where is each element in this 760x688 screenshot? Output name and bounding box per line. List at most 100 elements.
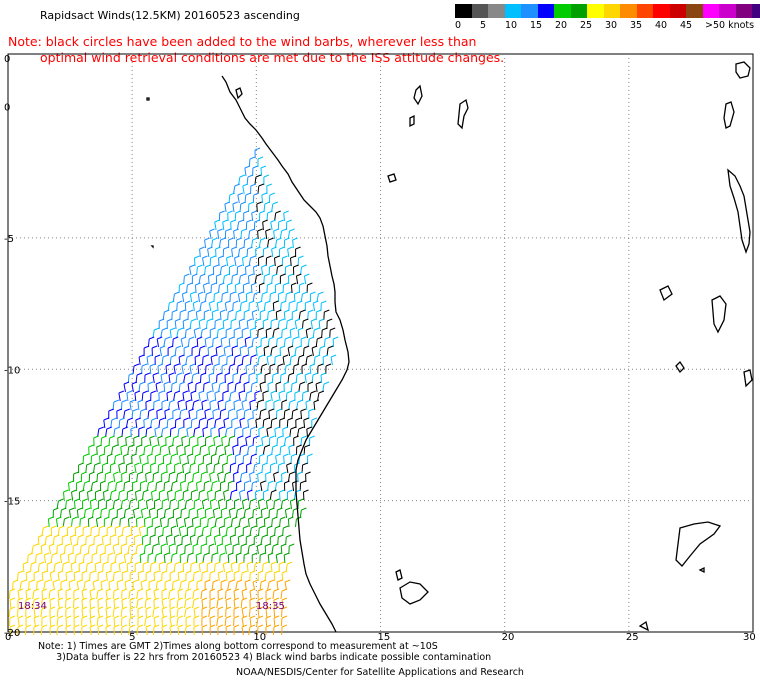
lake-kariba xyxy=(675,521,722,567)
wind-barb xyxy=(210,480,218,492)
wind-barb xyxy=(9,597,16,609)
wind-barb xyxy=(151,345,158,357)
wind-barb xyxy=(275,309,282,321)
wind-barb xyxy=(284,264,291,276)
wind-barb xyxy=(211,579,219,591)
wind-barb xyxy=(269,291,276,303)
wind-barb xyxy=(141,390,149,402)
x-tick-label: 20 xyxy=(502,632,515,643)
wind-barb xyxy=(155,381,162,393)
wind-barb xyxy=(221,435,227,447)
wind-barb xyxy=(222,561,229,573)
wind-barb xyxy=(326,345,334,357)
wind-barb xyxy=(217,399,224,411)
wind-barb xyxy=(130,552,138,564)
wind-barb xyxy=(272,588,280,600)
wind-barb xyxy=(225,525,233,537)
wind-barb xyxy=(317,390,325,402)
wind-barb xyxy=(256,615,264,627)
wind-barb xyxy=(289,498,296,510)
wind-barb xyxy=(159,516,166,528)
wind-barb xyxy=(81,498,88,510)
wind-barb xyxy=(102,561,109,573)
legend-swatch xyxy=(504,4,521,18)
wind-barb xyxy=(258,237,266,249)
wind-barb xyxy=(199,372,207,384)
wind-barb xyxy=(186,552,194,564)
wind-barb xyxy=(309,363,316,375)
wind-barb xyxy=(270,561,277,573)
wind-barb xyxy=(169,624,176,636)
wind-barb xyxy=(33,624,40,636)
wind-barb xyxy=(73,606,80,618)
wind-barb xyxy=(196,507,203,519)
wind-barb xyxy=(192,597,200,609)
wind-barb xyxy=(258,282,265,294)
wind-barb xyxy=(224,444,230,456)
wind-barb xyxy=(245,219,252,231)
wind-barb xyxy=(155,579,163,591)
wind-barb xyxy=(297,471,303,483)
wind-barb xyxy=(176,444,182,456)
wind-barb xyxy=(184,588,192,600)
wind-barb xyxy=(239,201,246,213)
africa-coast xyxy=(221,75,350,633)
wind-barb xyxy=(170,525,177,537)
wind-barb xyxy=(187,453,193,465)
wind-barb xyxy=(161,615,168,627)
wind-barb xyxy=(323,309,330,321)
wind-barb xyxy=(81,588,88,600)
wind-barb xyxy=(154,453,161,465)
wind-barb xyxy=(203,309,210,320)
wind-barb xyxy=(231,246,237,258)
wind-barb xyxy=(171,579,179,591)
wind-barb xyxy=(235,579,243,591)
wind-barb xyxy=(240,228,247,240)
wind-barb xyxy=(213,561,221,573)
wind-barb xyxy=(226,453,233,465)
wind-barb xyxy=(138,525,145,537)
wind-barb xyxy=(283,336,291,348)
wind-barb xyxy=(56,624,64,636)
wind-barb xyxy=(37,561,45,573)
wind-barb xyxy=(181,435,187,447)
wind-barb xyxy=(165,435,171,447)
wind-barb xyxy=(263,201,270,213)
wind-barb xyxy=(294,318,301,330)
wind-barb xyxy=(287,273,294,285)
wind-barb xyxy=(266,282,273,294)
wind-barb xyxy=(216,615,224,627)
wind-barb xyxy=(247,516,254,528)
wind-barb xyxy=(74,525,81,537)
wind-barb xyxy=(224,543,231,555)
wind-barb xyxy=(173,390,181,402)
wind-barb xyxy=(248,156,256,168)
wind-barb xyxy=(265,327,272,339)
wind-barb xyxy=(139,552,146,564)
wind-barb xyxy=(269,489,277,501)
wind-barb xyxy=(189,534,196,546)
wind-barb xyxy=(259,453,265,464)
wind-barb xyxy=(28,579,35,591)
wind-barb xyxy=(242,255,248,267)
wind-barb xyxy=(239,471,247,483)
wind-barb xyxy=(145,426,152,438)
wind-barb xyxy=(261,192,267,204)
wind-barb xyxy=(243,408,250,420)
wind-barb xyxy=(145,624,152,636)
wind-barb xyxy=(269,363,276,374)
wind-barb xyxy=(181,291,188,303)
wind-barb xyxy=(100,579,107,591)
wind-barb xyxy=(139,408,146,420)
wind-barb xyxy=(118,417,125,429)
wind-barb xyxy=(181,534,188,546)
wind-barb xyxy=(263,174,270,185)
wind-barb xyxy=(214,390,221,402)
wind-barb xyxy=(30,561,37,573)
wind-barb xyxy=(110,561,117,573)
wind-barb xyxy=(265,471,271,483)
wind-barb xyxy=(262,390,269,402)
wind-barb xyxy=(310,318,317,330)
wind-barb xyxy=(112,570,120,582)
y-tick-label: -20 xyxy=(4,628,20,639)
